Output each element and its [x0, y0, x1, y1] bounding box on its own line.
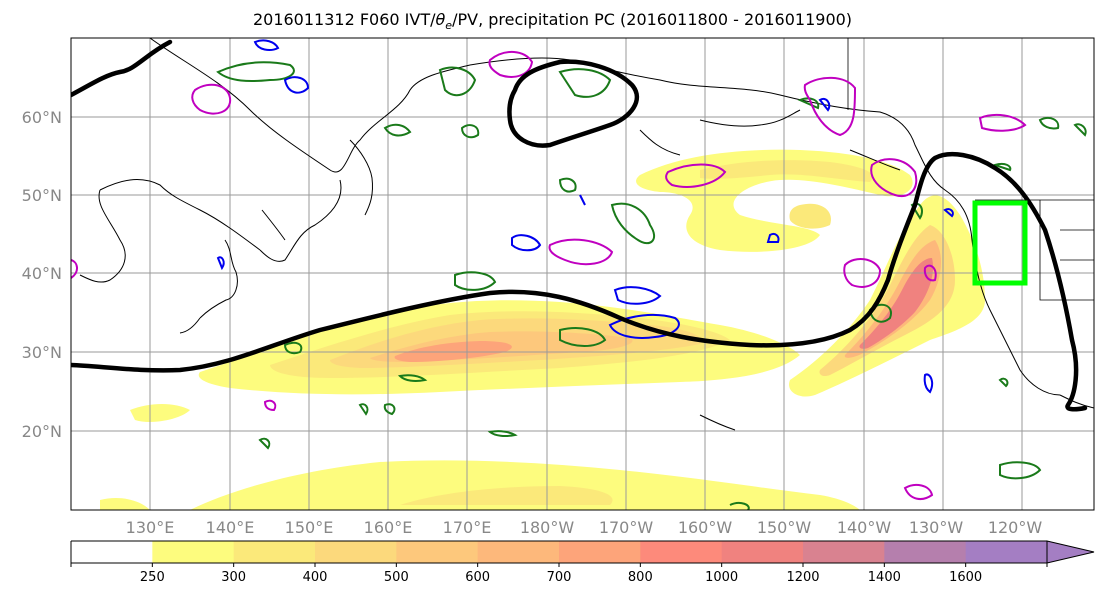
colorbar-tick-label: 600 — [465, 570, 490, 585]
graticule — [71, 38, 1094, 510]
lon-label-170w: 170°W — [599, 518, 654, 537]
lon-label-130w: 130°W — [909, 518, 964, 537]
lon-label-140e: 140°E — [206, 518, 255, 537]
colorbar-tick-label: 1400 — [868, 570, 901, 585]
precip-pc-blue-contours — [216, 39, 954, 394]
colorbar-tick-label: 700 — [547, 570, 572, 585]
title-suffix: /PV, precipitation PC (2016011800 - 2016… — [452, 10, 853, 29]
colorbar-cell — [396, 541, 479, 563]
latitude-labels: 60°N 50°N 40°N 30°N 20°N — [22, 108, 62, 441]
figure-title: 2016011312 F060 IVT/θe/PV, precipitation… — [0, 10, 1105, 32]
lat-label-60: 60°N — [22, 108, 62, 127]
lon-label-170e: 170°E — [443, 518, 492, 537]
colorbar-tick-label: 400 — [303, 570, 328, 585]
longitude-labels: 130°E 140°E 150°E 160°E 170°E 180°W 170°… — [126, 518, 1043, 537]
colorbar-tick-label: 250 — [140, 570, 165, 585]
title-theta-sub: e — [445, 19, 453, 33]
lat-label-40: 40°N — [22, 264, 62, 283]
colorbar-cell — [71, 541, 153, 563]
colorbar-tick-label: 300 — [221, 570, 246, 585]
colorbar-cell — [559, 541, 641, 563]
lon-label-140w: 140°W — [837, 518, 892, 537]
lon-label-180w: 180°W — [520, 518, 575, 537]
colorbar-cell — [640, 541, 723, 563]
colorbar-extend-arrow — [1046, 540, 1095, 564]
lon-label-150w: 150°W — [757, 518, 812, 537]
pv-contours — [71, 51, 1027, 501]
colorbar-tick-label: 800 — [628, 570, 653, 585]
colorbar-cell — [965, 541, 1048, 563]
borders — [847, 38, 1094, 301]
map-frame — [70, 37, 1095, 511]
lat-label-30: 30°N — [22, 343, 62, 362]
lon-label-130e: 130°E — [126, 518, 175, 537]
colorbar-tick-label: 1200 — [786, 570, 819, 585]
colorbar-tick-label: 1000 — [705, 570, 738, 585]
colorbar: 250 300 400 500 600 700 800 1000 1200 1400 1600 — [70, 540, 1095, 585]
lat-label-20: 20°N — [22, 422, 62, 441]
theta-e-contour — [71, 39, 1088, 412]
precip-pc-green-contours — [216, 61, 1087, 510]
target-region-box — [972, 200, 1028, 286]
lon-label-160e: 160°E — [364, 518, 413, 537]
lon-label-120w: 120°W — [988, 518, 1043, 537]
lon-label-160w: 160°W — [678, 518, 733, 537]
colorbar-cell — [721, 541, 804, 563]
colorbar-cell — [315, 541, 397, 563]
map-area — [71, 38, 1094, 510]
lon-label-150e: 150°E — [285, 518, 334, 537]
colorbar-tick-label: 1600 — [949, 570, 982, 585]
colorbar-cell — [233, 541, 316, 563]
colorbar-cell — [152, 541, 235, 563]
colorbar-cell — [477, 541, 560, 563]
colorbar-tick-label: 500 — [384, 570, 409, 585]
colorbar-ticks: 250 300 400 500 600 700 800 1000 1200 1400 1600 — [70, 563, 1048, 585]
title-theta: θ — [435, 10, 446, 29]
colorbar-cell — [884, 541, 967, 563]
lat-label-50: 50°N — [22, 186, 62, 205]
colorbar-cell — [803, 541, 885, 563]
title-prefix: 2016011312 F060 IVT/ — [252, 10, 436, 29]
colorbar-cells — [71, 541, 1048, 563]
